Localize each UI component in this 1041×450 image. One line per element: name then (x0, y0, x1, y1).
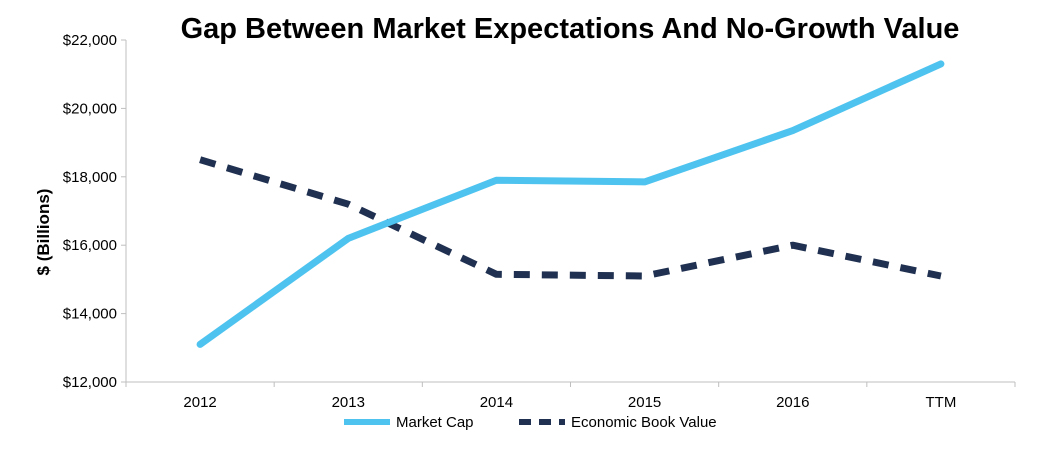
axes: $12,000 $14,000 $16,000 $18,000 $20,000 $22,0… (63, 32, 1016, 411)
x-tick-label: 2014 (480, 394, 513, 411)
x-tick-label: 2012 (183, 394, 216, 411)
x-tick-label: TTM (926, 394, 957, 411)
series-line-market-cap (196, 60, 945, 348)
legend: Market Cap Economic Book Value (344, 414, 717, 431)
y-tick-label: $14,000 (63, 306, 117, 323)
y-tick-label: $16,000 (63, 237, 117, 254)
y-tick-label: $18,000 (63, 169, 117, 186)
legend-label: Market Cap (396, 414, 474, 431)
series-layer (196, 60, 945, 348)
chart-title: Gap Between Market Expectations And No-G… (181, 13, 960, 45)
y-axis-label: $ (Billions) (34, 189, 53, 276)
x-tick-label: 2016 (776, 394, 809, 411)
y-tick-label: $12,000 (63, 374, 117, 391)
x-tick-label: 2013 (332, 394, 365, 411)
x-tick-label: 2015 (628, 394, 661, 411)
series-line-economic-book-value (199, 156, 942, 280)
y-tick-label: $20,000 (63, 100, 117, 117)
y-tick-label: $22,000 (63, 32, 117, 49)
legend-label: Economic Book Value (571, 414, 717, 431)
